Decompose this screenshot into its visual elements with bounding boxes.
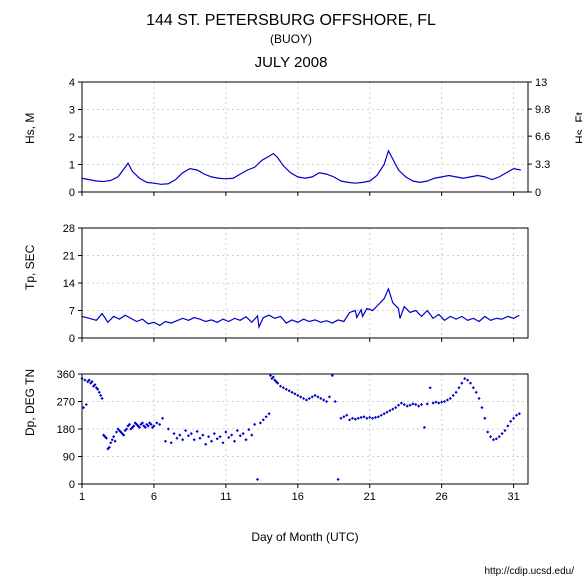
svg-text:0: 0 [69, 333, 75, 345]
svg-text:21: 21 [364, 491, 376, 503]
svg-text:16: 16 [292, 491, 304, 503]
y-axis-label-tp: Tp, SEC [23, 270, 37, 290]
svg-text:4: 4 [69, 77, 75, 89]
svg-text:21: 21 [63, 251, 75, 263]
svg-text:28: 28 [63, 223, 75, 235]
svg-text:1: 1 [79, 491, 85, 503]
svg-text:6: 6 [151, 491, 157, 503]
svg-text:31: 31 [507, 491, 519, 503]
chart-title: 144 ST. PETERSBURG OFFSHORE, FL [0, 12, 582, 30]
y-axis-label-hs: Hs, M [23, 124, 37, 144]
svg-text:180: 180 [57, 424, 75, 436]
panel-hs: 0123403.36.69.813 [82, 82, 528, 192]
chart-month: JULY 2008 [0, 54, 582, 71]
svg-text:13: 13 [535, 77, 547, 89]
y-axis-label-right-hs: Hs, Ft [573, 124, 582, 144]
svg-text:1: 1 [69, 160, 75, 172]
svg-text:360: 360 [57, 369, 75, 381]
svg-text:270: 270 [57, 397, 75, 409]
page: { "header": { "title": "144 ST. PETERSBU… [0, 0, 582, 581]
svg-text:3.3: 3.3 [535, 159, 550, 171]
svg-text:6.6: 6.6 [535, 131, 550, 143]
svg-text:7: 7 [69, 306, 75, 318]
svg-text:0: 0 [535, 187, 541, 199]
svg-text:90: 90 [63, 452, 75, 464]
svg-text:11: 11 [220, 491, 231, 503]
y-axis-label-dp: Dp, DEG TN [23, 416, 37, 436]
svg-text:3: 3 [69, 105, 75, 117]
panel-dp: 090180270360161116212631 [82, 374, 528, 484]
svg-text:9.8: 9.8 [535, 104, 550, 116]
x-axis-label: Day of Month (UTC) [82, 530, 528, 544]
svg-text:14: 14 [63, 278, 75, 290]
chart-subtitle: (BUOY) [0, 32, 582, 46]
svg-text:0: 0 [69, 187, 75, 199]
credit-text: http://cdip.ucsd.edu/ [484, 566, 574, 577]
svg-text:2: 2 [69, 132, 75, 144]
svg-text:26: 26 [436, 491, 448, 503]
svg-text:0: 0 [69, 479, 75, 491]
panel-tp: 07142128 [82, 228, 528, 338]
